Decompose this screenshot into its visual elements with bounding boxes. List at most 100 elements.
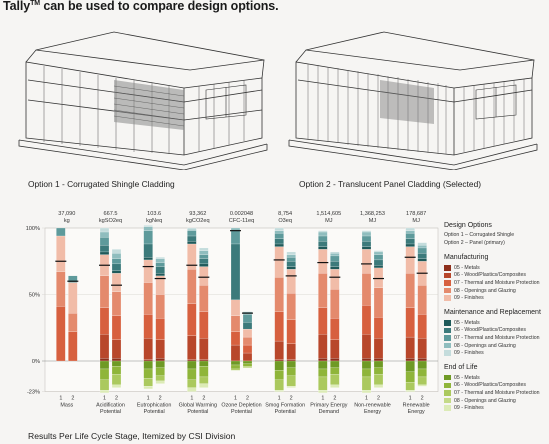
bar-segment-end-of-life xyxy=(361,368,372,378)
bar-segment-end-of-life xyxy=(99,360,110,370)
legend-item: 08 - Openings and Glazing xyxy=(444,287,549,295)
bar-segment-maintenance xyxy=(242,322,253,330)
legend-swatch xyxy=(444,342,451,349)
bar-segment-manufacturing xyxy=(274,311,284,342)
option-number-label: 1 xyxy=(190,396,193,402)
bar-segment-manufacturing xyxy=(99,307,110,335)
legend-item: 08 - Openings and Glazing xyxy=(444,342,549,350)
bar-segment-maintenance xyxy=(373,254,384,261)
bar-segment-manufacturing xyxy=(274,359,284,362)
bar-segment-end-of-life xyxy=(143,386,153,390)
bar-segment-manufacturing xyxy=(330,339,340,359)
bar-segment-maintenance xyxy=(318,241,328,247)
bar-segment-maintenance xyxy=(318,235,328,242)
legend-group-title: Maintenance and Replacement xyxy=(444,308,541,316)
bar-segment-manufacturing xyxy=(56,235,66,272)
bar-segment-manufacturing xyxy=(361,305,372,335)
bar-segment-end-of-life xyxy=(405,371,415,383)
legend-design-title: Design Options xyxy=(444,222,492,229)
bar-segment-end-of-life xyxy=(230,364,241,370)
option-number-label: 2 xyxy=(246,396,249,402)
legend-label: 06 - Wood/Plastics/Composites xyxy=(454,327,526,334)
legend-swatch xyxy=(444,397,451,404)
bar-segment-end-of-life xyxy=(405,360,415,372)
bar-segment-maintenance xyxy=(361,235,372,242)
bar-segment-maintenance xyxy=(143,243,153,258)
bar-segment-maintenance xyxy=(68,275,78,283)
bar-segment-end-of-life xyxy=(111,366,122,375)
legend-design-item: Option 2 – Panel (primary) xyxy=(444,239,505,246)
bar-segment-manufacturing xyxy=(417,358,427,362)
bar-segment-end-of-life xyxy=(286,360,296,368)
bar-segment-manufacturing xyxy=(111,358,122,362)
bar-segment-maintenance xyxy=(230,243,241,300)
bar-segment-manufacturing xyxy=(330,269,340,290)
category-label: Primary Energy xyxy=(310,403,347,409)
legend-label: 07 - Thermal and Moisture Protection xyxy=(454,279,540,286)
bar-segment-maintenance xyxy=(143,257,153,261)
bar-segment-end-of-life xyxy=(111,360,122,367)
category-unit: O3eq xyxy=(278,218,292,224)
category-total: 93,362 xyxy=(189,211,206,217)
legend-label: 08 - Openings and Glazing xyxy=(454,342,516,349)
bar-segment-end-of-life xyxy=(187,379,197,388)
bar-segment-end-of-life xyxy=(274,379,284,391)
bar-segment-manufacturing xyxy=(274,340,284,360)
bar-segment-maintenance xyxy=(155,262,165,267)
bar-segment-end-of-life xyxy=(111,384,122,388)
bar-segment-end-of-life xyxy=(318,360,328,370)
bar-segment-manufacturing xyxy=(318,358,328,362)
bar-segment-manufacturing xyxy=(373,358,384,362)
bar-segment-end-of-life xyxy=(111,374,122,386)
bar-segment-end-of-life xyxy=(155,360,165,368)
bar-segment-maintenance xyxy=(330,261,340,267)
category-total: 667.5 xyxy=(104,211,118,217)
bar-segment-maintenance xyxy=(373,265,384,269)
bar-segment-manufacturing xyxy=(230,331,241,346)
bar-segment-maintenance xyxy=(199,263,209,267)
bar-segment-end-of-life xyxy=(155,375,165,382)
bar-segment-manufacturing xyxy=(143,282,153,315)
legend-label: 05 - Metals xyxy=(454,374,480,381)
bar-segment-end-of-life xyxy=(417,360,427,370)
bar-segment-maintenance xyxy=(111,249,122,254)
bar-segment-maintenance xyxy=(155,258,165,263)
bar-segment-manufacturing xyxy=(155,294,165,319)
bar-segment-manufacturing xyxy=(155,358,165,362)
bar-segment-end-of-life xyxy=(274,360,284,371)
y-tick-label: -23% xyxy=(27,390,40,396)
legend-label: 07 - Thermal and Moisture Protection xyxy=(454,334,540,341)
bar-segment-manufacturing xyxy=(405,307,415,338)
bar-segment-manufacturing xyxy=(111,273,122,292)
bar-segment-end-of-life xyxy=(99,368,110,380)
bar-segment-maintenance xyxy=(143,230,153,245)
bar-segment-end-of-life xyxy=(187,387,197,392)
bar-segment-maintenance xyxy=(143,225,153,227)
bar-segment-end-of-life xyxy=(417,376,427,386)
bar-segment-manufacturing xyxy=(99,334,110,359)
category-label: Potential xyxy=(187,409,208,415)
legend-group-title: Manufacturing xyxy=(444,254,489,261)
bar-segment-manufacturing xyxy=(111,291,122,316)
bar-segment-maintenance xyxy=(99,245,110,253)
bar-segment-maintenance xyxy=(274,243,284,247)
category-label: Renewable xyxy=(403,403,430,409)
bar-segment-end-of-life xyxy=(230,360,241,366)
bar-segment-manufacturing xyxy=(274,277,284,312)
bar-segment-manufacturing xyxy=(68,282,78,314)
legend-item: 05 - Metals xyxy=(444,264,549,272)
option-number-label: 2 xyxy=(377,396,380,402)
bar-segment-manufacturing xyxy=(155,318,165,340)
category-label: Acidification xyxy=(96,403,125,409)
category-label: Potential xyxy=(100,409,121,415)
option-number-label: 1 xyxy=(321,396,324,402)
bar-segment-maintenance xyxy=(230,230,241,245)
bar-segment-maintenance xyxy=(373,250,384,253)
bar-segment-end-of-life xyxy=(417,384,427,387)
bar-segment-maintenance xyxy=(274,238,284,245)
bar-segment-maintenance xyxy=(99,237,110,246)
bar-segment-end-of-life xyxy=(373,360,384,368)
bar-segment-end-of-life xyxy=(330,360,340,368)
category-total: 0.002048 xyxy=(230,211,253,217)
bar-segment-manufacturing xyxy=(286,293,296,320)
